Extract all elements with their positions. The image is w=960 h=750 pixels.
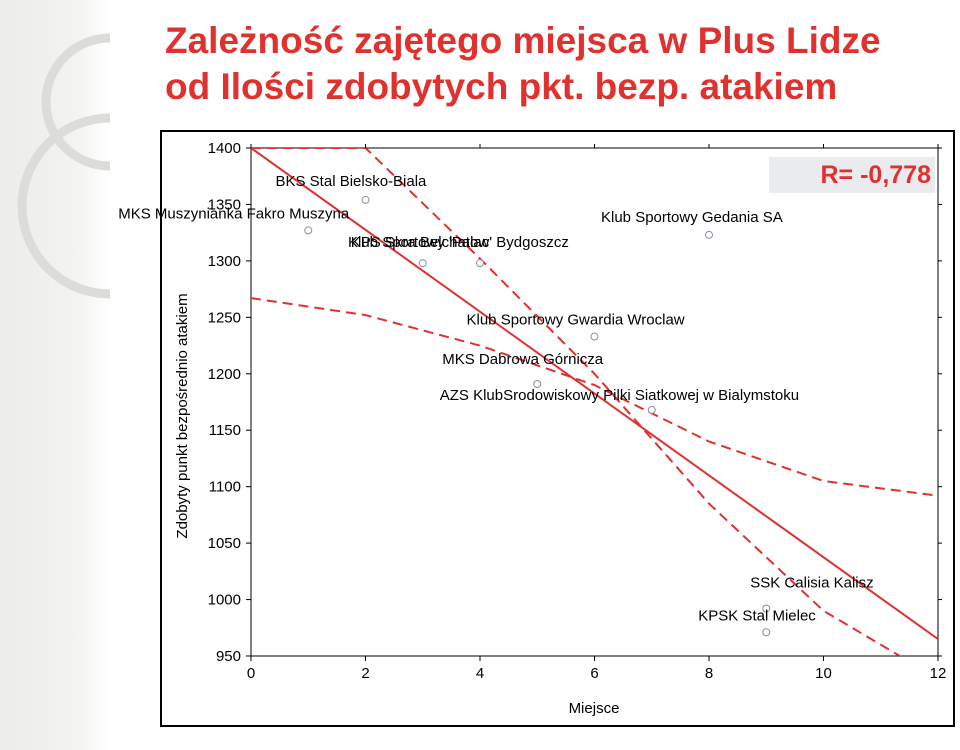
chart-title-line-1: Zależność zajętego miejsca w Plus Lidze (165, 20, 881, 61)
data-point-7 (705, 230, 713, 239)
x-axis-label: Miejsce (569, 700, 620, 717)
data-point-4 (590, 332, 599, 341)
regression-line (251, 148, 938, 640)
x-tick-label-4: 8 (705, 665, 713, 682)
point-label-9: SSK Calisia Kalisz (750, 575, 873, 592)
decorative-rings (17, 33, 111, 299)
y-tick-label-1: 1350 (208, 196, 241, 213)
data-point-9 (762, 604, 771, 613)
y-tick-label-9: 950 (216, 648, 241, 665)
y-tick-label-4: 1200 (208, 366, 241, 383)
point-label-2: KPS Skra Belchatow (351, 234, 490, 251)
background-band (0, 0, 110, 750)
y-tick-label-3: 1250 (208, 309, 241, 326)
confidence-band-upper (251, 297, 938, 497)
y-tick-label-2: 1300 (208, 253, 241, 270)
y-tick-label-5: 1150 (209, 422, 241, 439)
chart-title-line-2: od Ilości zdobytych pkt. bezp. atakiem (165, 66, 838, 107)
x-tick-label-1: 2 (361, 665, 369, 682)
data-point-0 (304, 226, 313, 235)
data-point-2 (418, 259, 427, 268)
y-axis-label: Zdobyty punkt bezpośrednio atakiem (174, 293, 191, 538)
point-label-8: KPSK Stal Mielec (698, 607, 816, 624)
y-tick-label-8: 1000 (208, 592, 241, 609)
data-point-5 (533, 379, 542, 388)
x-tick-label-2: 4 (476, 665, 484, 682)
y-tick-label-6: 1100 (209, 479, 241, 496)
x-tick-label-6: 12 (930, 665, 947, 682)
point-labels: MKS Muszynianka Fakro Muszyna BKS Stal Bi… (118, 173, 873, 624)
data-point-8 (762, 628, 771, 637)
point-label-6: AZS KlubSrodowiskowy Pilki Siatkowej w B… (440, 387, 799, 404)
point-label-5: MKS Dabrowa Górnicza (442, 351, 604, 368)
point-label-3: Klub Sportowy 'Palac' Bydgoszcz (348, 234, 569, 251)
data-point-1 (361, 195, 370, 204)
y-tick-label-7: 1050 (208, 535, 241, 552)
confidence-band-lower (251, 148, 902, 656)
data-point-3 (476, 259, 484, 268)
x-tick-label-5: 10 (815, 665, 832, 682)
axes: 0 2 4 6 8 10 12 1400 1350 1300 1250 1200 1150 1100 105… (208, 140, 947, 682)
x-tick-label-0: 0 (247, 665, 255, 682)
point-label-1: BKS Stal Bielsko-Biala (276, 173, 428, 190)
correlation-box (769, 157, 935, 193)
correlation-label: R= -0,778 (820, 161, 932, 189)
data-points (304, 195, 771, 637)
chart-title: Zależność zajętego miejsca w Plus Lidze … (165, 18, 955, 110)
point-label-0: MKS Muszynianka Fakro Muszyna (118, 205, 350, 222)
data-series (251, 148, 938, 656)
data-point-6 (647, 405, 656, 414)
point-label-7: Klub Sportowy Gedania SA (601, 209, 783, 226)
y-tick-label-0: 1400 (208, 140, 241, 157)
chart-frame (160, 130, 955, 727)
point-label-4: Klub Sportowy Gwardia Wroclaw (467, 312, 685, 329)
x-tick-label-3: 6 (590, 665, 598, 682)
